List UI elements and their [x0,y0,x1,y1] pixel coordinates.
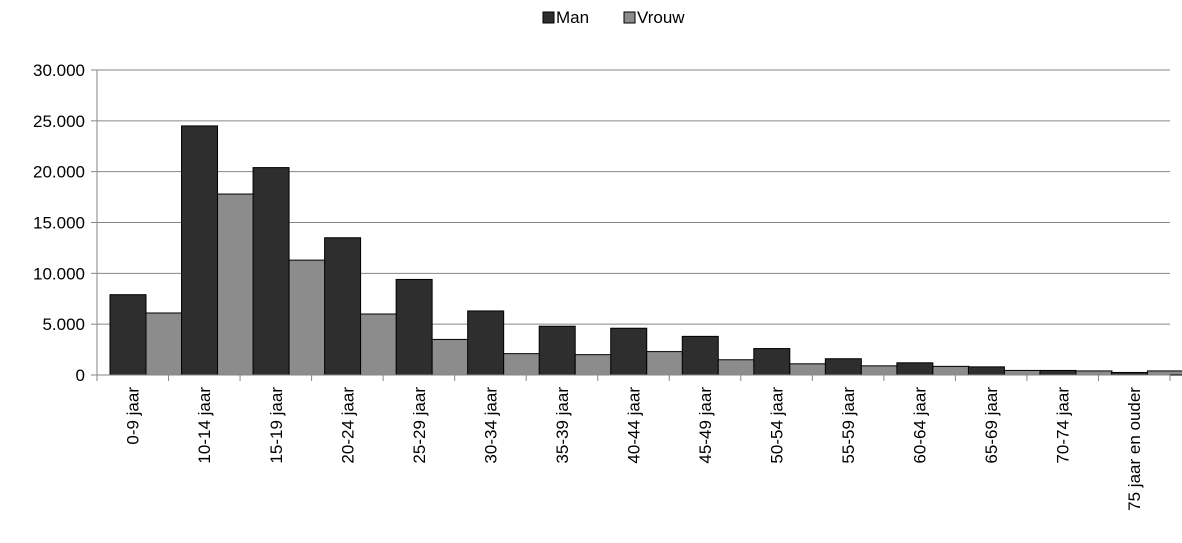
legend: Man Vrouw [542,8,685,27]
legend-swatch-vrouw [623,11,636,24]
y-tick-label: 10.000 [33,264,85,283]
x-tick-label: 55-59 jaar [839,387,858,464]
legend-label-vrouw: Vrouw [637,8,685,27]
x-tick-label: 30-34 jaar [481,387,500,464]
x-tick-label: 0-9 jaar [124,387,143,445]
bar-man-1 [181,125,219,376]
x-tick-label: 50-54 jaar [768,387,787,464]
x-tick-label: 60-64 jaar [911,387,930,464]
bar-vrouw-6 [574,354,612,376]
bar-vrouw-2 [288,259,326,376]
bar-vrouw-8 [717,359,755,376]
bar-man-0 [109,294,147,376]
bar-vrouw-3 [360,313,398,376]
x-tick-label: 15-19 jaar [267,387,286,464]
bar-vrouw-1 [217,193,255,376]
bar-man-5 [467,310,505,376]
bar-man-9 [753,348,791,376]
y-axis: 0 5.000 10.000 15.000 20.000 25.000 30.000 [33,61,98,385]
bars [109,125,1182,376]
x-axis: 0-9 jaar 10-14 jaar 15-19 jaar 20-24 jaar 25… [96,374,1171,511]
bar-vrouw-7 [646,351,684,376]
y-tick-label: 5.000 [42,315,85,334]
y-tick-label: 30.000 [33,61,85,80]
bar-man-12 [967,366,1005,376]
bar-man-10 [824,358,862,376]
x-tick-label: 40-44 jaar [624,387,643,464]
x-tick-label: 25-29 jaar [410,387,429,464]
x-tick-label: 45-49 jaar [696,387,715,464]
y-tick-label: 0 [76,366,85,385]
bar-vrouw-11 [932,365,970,376]
bar-man-3 [324,237,362,376]
legend-label-man: Man [556,8,589,27]
x-tick-label: 20-24 jaar [338,387,357,464]
y-tick-label: 25.000 [33,112,85,131]
bar-man-11 [896,362,934,376]
bar-man-4 [395,278,433,376]
x-tick-label: 35-39 jaar [553,387,572,464]
bar-man-13 [1039,369,1077,376]
bar-vrouw-13 [1075,370,1113,376]
bar-vrouw-5 [503,353,541,376]
bar-vrouw-12 [1003,369,1041,376]
bar-vrouw-14 [1146,370,1182,376]
bar-man-2 [252,167,290,376]
y-tick-label: 15.000 [33,214,85,233]
bar-vrouw-4 [431,338,469,376]
bar-man-8 [681,335,719,376]
bar-man-6 [538,325,576,376]
x-tick-label: 75 jaar en ouder [1125,387,1144,511]
legend-swatch-man [542,11,555,24]
bar-man-7 [610,327,648,376]
x-tick-label: 70-74 jaar [1054,387,1073,464]
x-tick-label: 65-69 jaar [982,387,1001,464]
bar-vrouw-9 [789,363,827,376]
bar-vrouw-10 [860,365,898,376]
y-tick-label: 20.000 [33,163,85,182]
x-tick-label: 10-14 jaar [195,387,214,464]
bar-vrouw-0 [145,312,183,376]
